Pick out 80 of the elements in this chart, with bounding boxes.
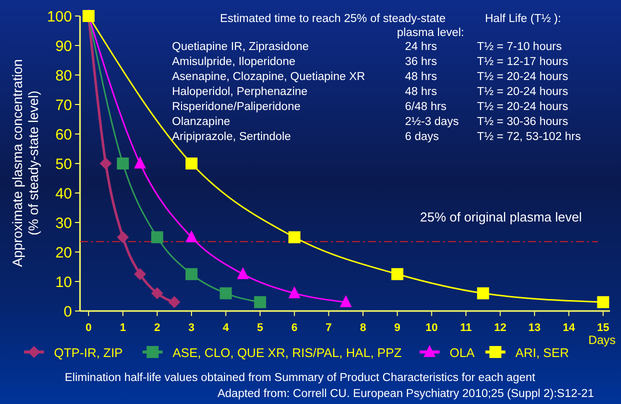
text: Elimination half-life values obtained from Summary of Product Characteristics for each agent <box>64 372 536 384</box>
annotation: T½ = 12-17 hours <box>477 56 568 68</box>
point <box>151 287 164 300</box>
annotation: T½ = 7-10 hours <box>477 41 562 53</box>
annotation: Haloperidol, Perphenazine <box>172 86 308 98</box>
y-tick-label: 80 <box>55 67 72 84</box>
y-tick-label: 90 <box>55 38 72 55</box>
point <box>134 268 146 280</box>
ref-line-label: 25% of original plasma level <box>420 210 582 225</box>
point <box>220 287 232 300</box>
annotation: 24 hrs <box>405 41 438 53</box>
point <box>185 268 198 280</box>
point <box>116 158 129 170</box>
x-tick-label: 7 <box>326 322 332 334</box>
y-tick-label: 30 <box>55 214 72 232</box>
x-tick-label: 1 <box>120 322 126 334</box>
y-tick-label: 100 <box>46 8 72 26</box>
legend-label: QTP-IR, ZIP <box>54 346 123 360</box>
annotation: 6 days <box>405 131 440 143</box>
y-tick-label: 0 <box>64 303 72 320</box>
text: Adapted from: Correll CU. European Psychiatry 2010;25 (Suppl 2):S12-21 <box>217 388 594 400</box>
annotation: 6/48 hrs <box>405 101 447 113</box>
point <box>185 158 198 170</box>
annotation: Aripiprazole, Sertindole <box>172 131 291 143</box>
point <box>185 230 198 242</box>
point <box>236 267 249 280</box>
x-tick-label: 13 <box>528 322 541 334</box>
y-tick-label: 50 <box>55 156 72 173</box>
point <box>340 295 352 308</box>
annotation: 2½-3 days <box>405 116 459 128</box>
point <box>151 231 164 244</box>
x-tick-label: 11 <box>460 322 472 334</box>
x-tick-label: 12 <box>494 322 506 334</box>
annotation: 36 hrs <box>405 56 438 68</box>
annotation: T½ = 20-24 hours <box>477 86 568 98</box>
annotation: Risperidone/Paliperidone <box>172 101 300 113</box>
y-tick-label: 70 <box>55 96 72 114</box>
point <box>254 296 266 308</box>
point <box>477 287 490 300</box>
annotation: Quetiapine IR, Ziprasidone <box>172 41 309 53</box>
x-axis-title: Days <box>588 333 616 347</box>
point <box>100 158 112 170</box>
x-tick-label: 3 <box>188 322 195 334</box>
annotation: Asenapine, Clozapine, Quetiapine XR <box>172 71 366 83</box>
point <box>168 296 180 308</box>
x-tick-label: 0 <box>86 322 92 334</box>
annotation: T½ = 30-36 hours <box>477 116 568 128</box>
annotation: T½ = 72, 53-102 hrs <box>477 131 582 143</box>
legend-label: ASE, CLO, QUE XR, RIS/PAL, HAL, PPZ <box>172 346 402 360</box>
point <box>288 286 300 298</box>
x-tick-label: 10 <box>425 322 438 334</box>
y-axis-title: Approximate plasma concentration (% of steady-state level) <box>10 59 41 267</box>
point <box>288 231 300 244</box>
annotation: plasma level: <box>397 27 464 39</box>
x-tick-label: 15 <box>597 322 610 334</box>
annotation: 48 hrs <box>405 71 438 83</box>
point <box>134 156 146 168</box>
x-tick-label: 6 <box>291 322 298 334</box>
y-tick-label: 20 <box>55 244 72 262</box>
x-tick-label: 4 <box>222 322 230 334</box>
x-tick-label: 9 <box>394 322 400 334</box>
annotation: Amisulpride, Iloperidone <box>172 56 296 68</box>
y-tick-label: 40 <box>55 185 72 202</box>
legend-label: OLA <box>450 346 476 360</box>
legend-label: ARI, SER <box>515 346 569 360</box>
annotation: Olanzapine <box>172 116 230 128</box>
annotation: T½ = 20-24 hours <box>477 101 568 113</box>
annotation: 48 hrs <box>405 86 438 98</box>
annotation: Estimated time to reach 25% of steady-state <box>220 13 446 25</box>
x-tick-label: 2 <box>154 322 160 334</box>
annotation: T½ = 20-24 hours <box>477 71 568 83</box>
point <box>391 268 404 280</box>
x-tick-label: 14 <box>562 322 576 334</box>
annotation: Half Life (T½ ): <box>485 13 562 25</box>
point <box>116 231 129 244</box>
point <box>597 296 610 308</box>
y-tick-label: 60 <box>55 126 72 144</box>
x-tick-label: 8 <box>360 322 366 334</box>
x-tick-label: 5 <box>257 322 264 334</box>
y-tick-label: 10 <box>55 274 72 291</box>
